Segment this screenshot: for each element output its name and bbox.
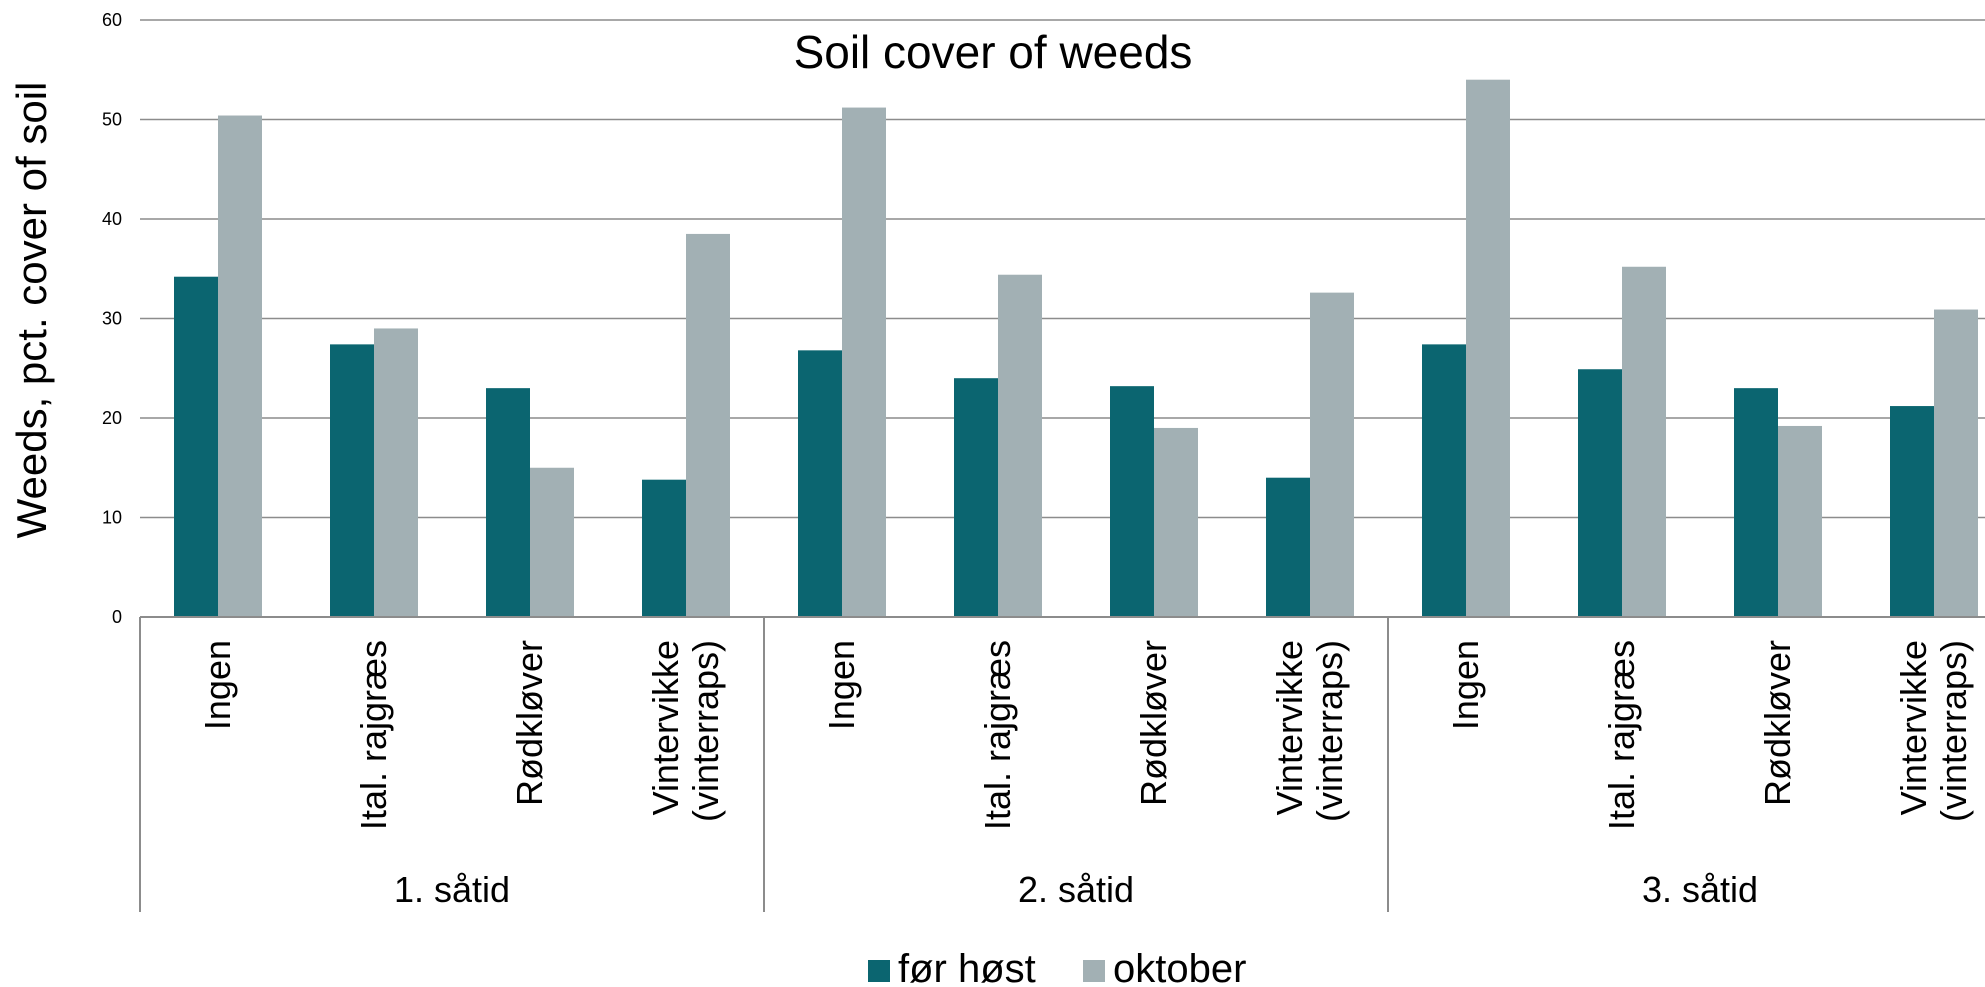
category-label: Rødkløver [1757,640,1798,806]
bar-oktober [1154,427,1198,617]
group-label: 1. såtid [394,869,510,910]
gridlines [140,19,1985,618]
category-label: Ital. rajgræs [353,640,394,830]
category-label: Ital. rajgræs [977,640,1018,830]
group-label: 2. såtid [1018,869,1134,910]
bar-før-høst [642,479,686,617]
category-label: Vintervikke(vinterraps) [1269,640,1350,822]
y-tick-label: 30 [102,309,122,329]
category-label: Ingen [197,640,238,730]
group-labels: 1. såtid 2. såtid 3. såtid [394,869,1758,910]
category-label: Ingen [821,640,862,730]
bar-oktober [1466,79,1510,617]
bar-før-høst [486,388,530,617]
bar-før-høst [330,344,374,617]
category-label: Ital. rajgræs [1601,640,1642,830]
bar-oktober [998,274,1042,617]
bar-før-høst [1734,388,1778,617]
y-axis-label: Weeds, pct. cover of soil [8,82,55,539]
bars [174,79,1978,618]
bar-oktober [1622,266,1666,617]
bar-oktober [842,107,886,617]
category-label: Ingen [1445,640,1486,730]
bar-før-høst [1578,369,1622,617]
bar-oktober [530,467,574,617]
legend-swatch [868,960,890,982]
bar-oktober [374,328,418,617]
bar-før-høst [798,350,842,617]
category-label: Vintervikke(vinterraps) [645,640,726,822]
bar-før-høst [174,276,218,617]
y-tick-label: 40 [102,209,122,229]
bar-oktober [1778,425,1822,617]
bar-oktober [1310,292,1354,617]
bar-oktober [1934,309,1978,617]
bar-før-høst [1110,386,1154,617]
y-tick-label: 0 [112,607,122,627]
category-label: Vintervikke(vinterraps) [1893,640,1974,822]
legend-swatch [1083,960,1105,982]
category-label: Rødkløver [1133,640,1174,806]
legend-label: oktober [1113,947,1246,987]
category-labels: Ingen Ital. rajgræs Rødkløver Vintervikke(v… [197,640,1974,830]
y-axis-ticks: 0 10 20 30 40 50 60 [102,10,122,627]
legend: før høst oktober [868,947,1246,987]
y-tick-label: 60 [102,10,122,30]
category-label: Rødkløver [509,640,550,806]
bar-før-høst [1890,406,1934,617]
y-tick-label: 20 [102,408,122,428]
group-label: 3. såtid [1642,869,1758,910]
bar-oktober [218,115,262,618]
axes [139,616,1985,912]
bar-før-høst [954,378,998,617]
y-tick-label: 10 [102,508,122,528]
bar-oktober [686,233,730,618]
y-tick-label: 50 [102,110,122,130]
bar-før-høst [1266,477,1310,617]
legend-label: før høst [898,947,1036,987]
chart-title: Soil cover of weeds [794,26,1193,78]
bar-før-høst [1422,344,1466,617]
